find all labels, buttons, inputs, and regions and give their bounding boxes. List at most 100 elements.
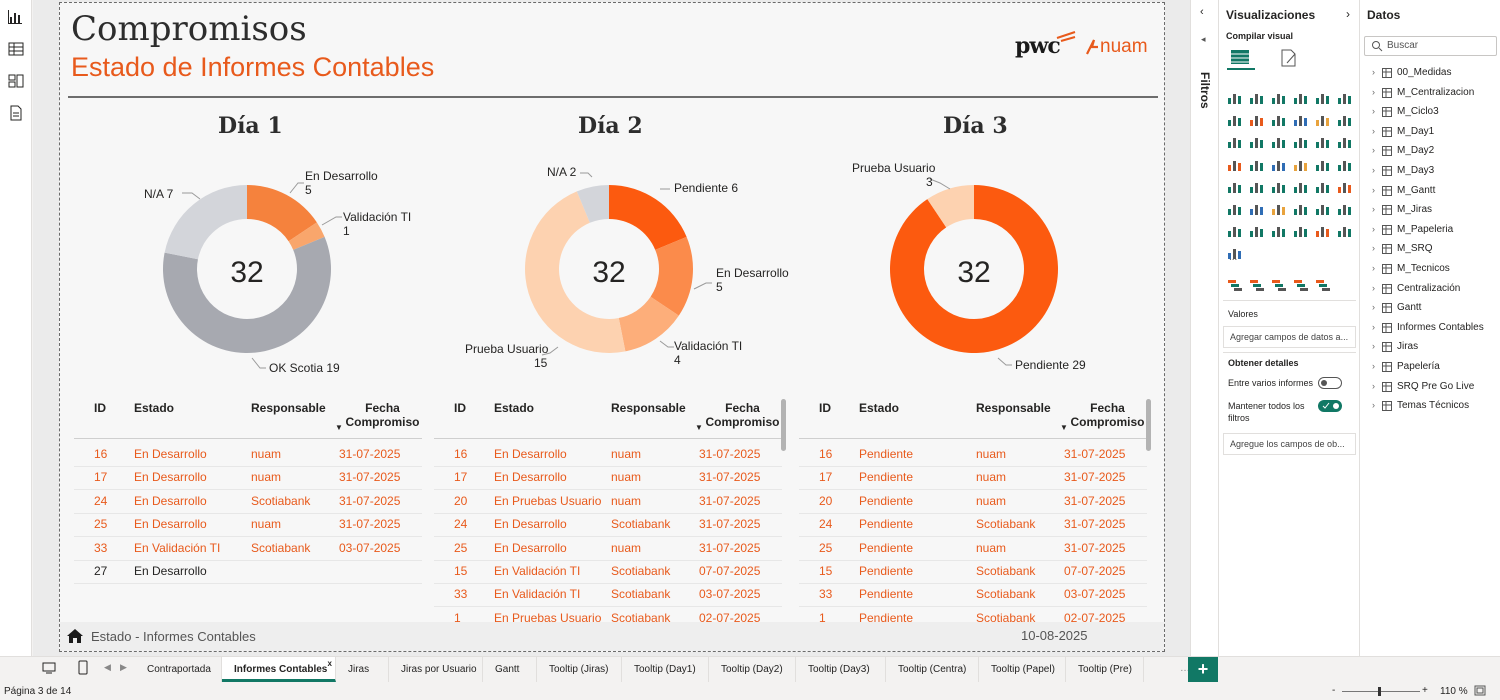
donut-slice-prueba-usuario[interactable] <box>525 191 626 353</box>
zoom-level[interactable]: 110 % <box>1440 686 1468 697</box>
data-field-item[interactable]: Gantt <box>1397 302 1422 314</box>
day3-donut-chart[interactable] <box>884 179 1064 359</box>
viz-type-icon[interactable] <box>1249 135 1265 149</box>
filters-pane-collapsed[interactable]: ‹ ◂ Filtros <box>1190 0 1218 656</box>
viz-type-icon[interactable] <box>1249 224 1265 238</box>
viz-type-icon[interactable] <box>1249 158 1265 172</box>
chevron-right-icon[interactable]: › <box>1372 145 1375 156</box>
data-field-item[interactable]: M_Day2 <box>1397 145 1435 157</box>
page-tab[interactable]: Tooltip (Pre) <box>1066 657 1144 682</box>
col-header-fecha[interactable]: Fecha <box>1090 401 1125 415</box>
viz-type-icon[interactable] <box>1315 158 1331 172</box>
donut-slice-en-desarrollo[interactable] <box>247 185 317 242</box>
add-page-button[interactable]: + <box>1188 657 1218 683</box>
chevron-right-icon[interactable]: › <box>1372 302 1375 313</box>
col-header-compromiso[interactable]: Compromiso <box>705 415 780 429</box>
data-field-item[interactable]: M_Ciclo3 <box>1397 106 1439 118</box>
data-field-item[interactable]: Informes Contables <box>1397 321 1484 333</box>
page-tab[interactable]: Tooltip (Jiras) <box>537 657 622 682</box>
viz-type-icon[interactable] <box>1249 91 1265 105</box>
donut-slice-n-a[interactable] <box>164 185 247 260</box>
viz-type-icon[interactable] <box>1271 158 1287 172</box>
page-tab[interactable]: Contraportada <box>135 657 222 682</box>
data-field-item[interactable]: Papelería <box>1397 361 1440 372</box>
data-field-item[interactable]: Jiras <box>1397 341 1419 353</box>
viz-type-icon[interactable] <box>1227 180 1243 194</box>
zoom-in-button[interactable]: + <box>1422 685 1428 696</box>
viz-type-icon[interactable] <box>1227 202 1243 216</box>
drill-drop-field[interactable]: Agregue los campos de ob... <box>1223 433 1356 455</box>
page-tab[interactable]: Tooltip (Papel) <box>979 657 1066 682</box>
viz-type-icon[interactable] <box>1337 224 1353 238</box>
values-drop-field[interactable]: Agregar campos de datos a... <box>1223 326 1356 348</box>
col-header-compromiso[interactable]: Compromiso <box>345 415 420 429</box>
page-tab[interactable]: Gantt <box>483 657 537 682</box>
chevron-right-icon[interactable]: › <box>1372 282 1375 293</box>
zoom-slider[interactable] <box>1342 687 1420 696</box>
custom-visual-icon[interactable] <box>1249 278 1265 292</box>
viz-type-icon[interactable] <box>1293 135 1309 149</box>
fit-to-page-icon[interactable] <box>1474 685 1486 696</box>
col-header-responsable[interactable]: Responsable <box>251 401 326 415</box>
chevron-right-icon[interactable]: › <box>1372 86 1375 97</box>
viz-type-icon[interactable] <box>1337 91 1353 105</box>
dax-query-icon[interactable] <box>7 104 25 122</box>
viz-type-icon[interactable] <box>1271 113 1287 127</box>
chevron-right-icon[interactable]: › <box>1372 341 1375 352</box>
data-field-item[interactable]: M_Papeleria <box>1397 223 1454 235</box>
col-header-compromiso[interactable]: Compromiso <box>1070 415 1145 429</box>
data-field-item[interactable]: M_Tecnicos <box>1397 263 1450 274</box>
zoom-out-button[interactable]: - <box>1332 685 1336 696</box>
col-header-id[interactable]: ID <box>94 401 106 415</box>
col-header-id[interactable]: ID <box>819 401 831 415</box>
chevron-right-icon[interactable]: › <box>1372 380 1375 391</box>
data-field-item[interactable]: M_Day1 <box>1397 125 1435 137</box>
sort-descending-icon[interactable]: ▼ <box>695 423 703 432</box>
data-field-item[interactable]: M_Gantt <box>1397 184 1436 196</box>
viz-type-icon[interactable] <box>1315 91 1331 105</box>
chevron-right-icon[interactable]: › <box>1372 243 1375 254</box>
viz-type-icon[interactable] <box>1227 224 1243 238</box>
viz-type-icon[interactable] <box>1315 180 1331 194</box>
table-scrollbar[interactable] <box>781 399 786 451</box>
chevron-right-icon[interactable]: › <box>1372 184 1375 195</box>
filters-label[interactable]: Filtros <box>1198 72 1212 109</box>
data-search-input[interactable]: Buscar <box>1364 36 1497 56</box>
data-field-item[interactable]: Temas Técnicos <box>1397 400 1470 412</box>
page-tab[interactable]: Jiras <box>336 657 389 682</box>
chevron-right-icon[interactable]: › <box>1372 400 1375 411</box>
col-header-id[interactable]: ID <box>454 401 466 415</box>
chevron-right-icon[interactable]: › <box>1372 106 1375 117</box>
page-tab[interactable]: Informes Contables x <box>222 657 336 682</box>
viz-type-icon[interactable] <box>1315 113 1331 127</box>
next-page-icon[interactable]: ▶ <box>120 662 127 672</box>
col-header-responsable[interactable]: Responsable <box>611 401 686 415</box>
table-view-icon[interactable] <box>7 40 25 58</box>
col-header-estado[interactable]: Estado <box>494 401 535 415</box>
page-tab[interactable]: Tooltip (Centra) <box>886 657 979 682</box>
viz-type-icon[interactable] <box>1271 202 1287 216</box>
chevron-right-icon[interactable]: › <box>1372 125 1375 136</box>
day1-donut-chart[interactable] <box>157 179 337 359</box>
viz-type-icon[interactable] <box>1271 135 1287 149</box>
more-tabs-icon[interactable]: … <box>1180 663 1190 674</box>
sort-descending-icon[interactable]: ▼ <box>1060 423 1068 432</box>
chevron-right-icon[interactable]: › <box>1346 7 1350 21</box>
table-scrollbar[interactable] <box>1146 399 1151 451</box>
col-header-fecha[interactable]: Fecha <box>725 401 760 415</box>
viz-type-icon[interactable] <box>1271 224 1287 238</box>
viz-type-icon[interactable] <box>1271 91 1287 105</box>
chevron-left-icon[interactable]: ‹ <box>1200 6 1204 18</box>
viz-type-icon[interactable] <box>1337 113 1353 127</box>
home-icon[interactable] <box>66 628 84 644</box>
viz-type-icon[interactable] <box>1227 113 1243 127</box>
chevron-right-icon[interactable]: › <box>1372 165 1375 175</box>
viz-type-icon[interactable] <box>1249 113 1265 127</box>
keep-filters-toggle[interactable] <box>1318 400 1342 412</box>
viz-type-icon[interactable] <box>1227 246 1243 260</box>
build-visual-tab[interactable] <box>1227 44 1255 70</box>
viz-type-icon[interactable] <box>1249 180 1265 194</box>
viz-type-icon[interactable] <box>1293 158 1309 172</box>
donut-slice-pendiente[interactable] <box>890 185 1058 353</box>
donut-slice-validaci-n-ti[interactable] <box>288 222 325 250</box>
